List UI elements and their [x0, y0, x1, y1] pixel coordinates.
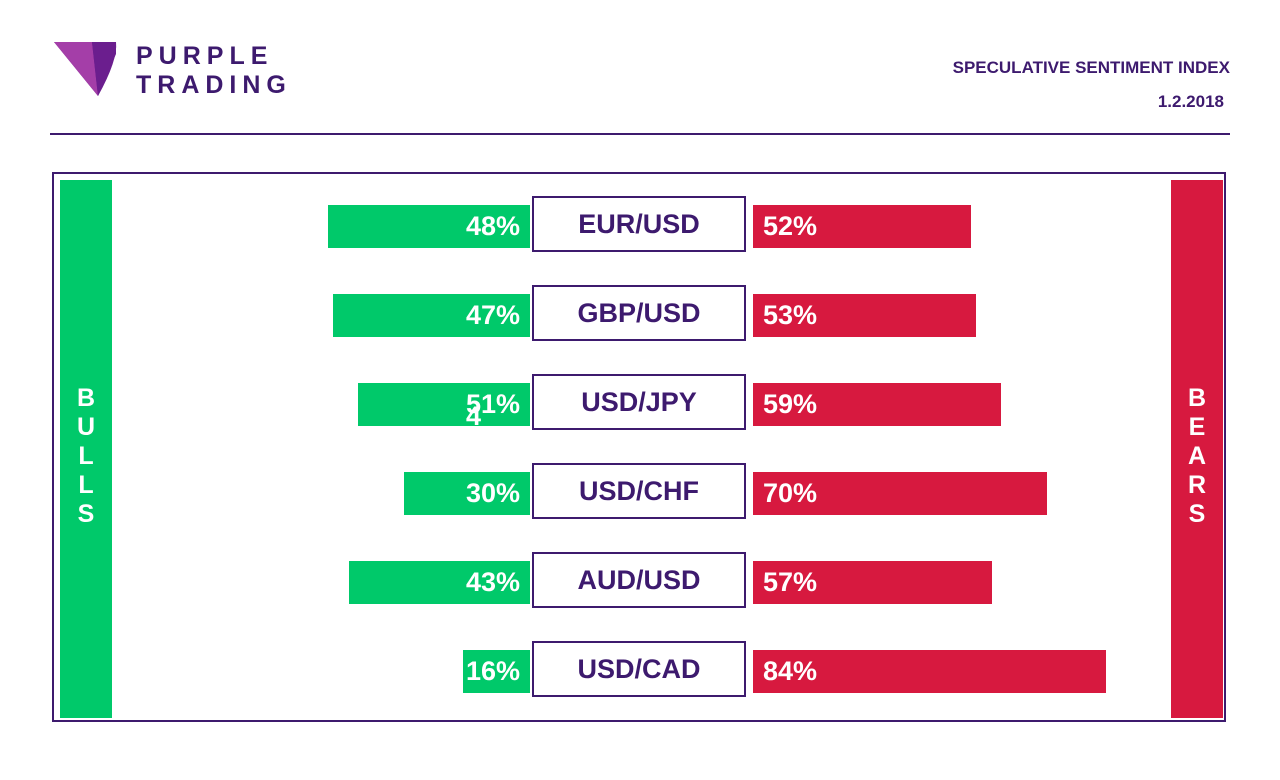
currency-pair-label: GBP/USD	[532, 285, 746, 341]
bull-bar	[328, 205, 530, 248]
chart-title: SPECULATIVE SENTIMENT INDEX	[952, 58, 1230, 77]
bears-label: B E A R S	[1171, 384, 1223, 529]
currency-pair-label: EUR/USD	[532, 196, 746, 252]
brand-word-purple: PURPLE	[136, 42, 274, 70]
bull-percent-label: 43%	[465, 567, 520, 597]
bulls-column: B U L L S	[60, 180, 112, 718]
bull-percent-label: 16%	[465, 656, 520, 686]
bear-bar	[753, 650, 1106, 693]
bears-letter: S	[1188, 500, 1206, 528]
bear-percent-label: 84%	[763, 656, 818, 686]
bulls-letter: U	[76, 413, 96, 441]
logo-mark-icon	[54, 42, 117, 96]
bears-letter: B	[1187, 384, 1207, 412]
bull-bar	[349, 561, 530, 604]
bear-bar	[753, 472, 1047, 515]
bull-bar	[463, 650, 530, 693]
bears-letter: R	[1187, 471, 1207, 499]
bulls-letter: S	[77, 500, 95, 528]
bear-bar	[753, 561, 992, 604]
bull-bar	[404, 472, 530, 515]
bulls-label: B U L L S	[60, 384, 112, 529]
brand-word-trading: TRADING	[136, 71, 292, 99]
bear-percent-label: 53%	[763, 300, 818, 330]
bull-bar	[333, 294, 530, 337]
bear-bar	[753, 294, 976, 337]
stray-digit: 4	[466, 401, 482, 431]
bear-bar	[753, 205, 971, 248]
bear-bar	[753, 383, 1001, 426]
bulls-letter: L	[78, 471, 94, 499]
bulls-letter: B	[76, 384, 96, 412]
bear-percent-label: 57%	[763, 567, 818, 597]
chart-date: 1.2.2018	[1157, 92, 1224, 111]
bear-percent-label: 52%	[763, 211, 818, 241]
brand-logo: PURPLE TRADING	[52, 40, 312, 100]
bears-column: B E A R S	[1171, 180, 1223, 718]
bears-letter: E	[1188, 413, 1206, 441]
chart-frame	[52, 172, 1226, 722]
bull-percent-label: 47%	[465, 300, 520, 330]
bear-percent-label: 70%	[763, 478, 818, 508]
bulls-letter: L	[78, 442, 94, 470]
bear-percent-label: 59%	[763, 389, 818, 419]
bull-percent-label: 51%	[465, 389, 520, 419]
bears-letter: A	[1187, 442, 1207, 470]
currency-pair-label: USD/JPY	[532, 374, 746, 430]
currency-pair-label: USD/CHF	[532, 463, 746, 519]
currency-pair-label: USD/CAD	[532, 641, 746, 697]
bull-percent-label: 30%	[465, 478, 520, 508]
currency-pair-label: AUD/USD	[532, 552, 746, 608]
bull-percent-label: 48%	[465, 211, 520, 241]
header-divider	[50, 133, 1230, 135]
bull-bar	[358, 383, 530, 426]
